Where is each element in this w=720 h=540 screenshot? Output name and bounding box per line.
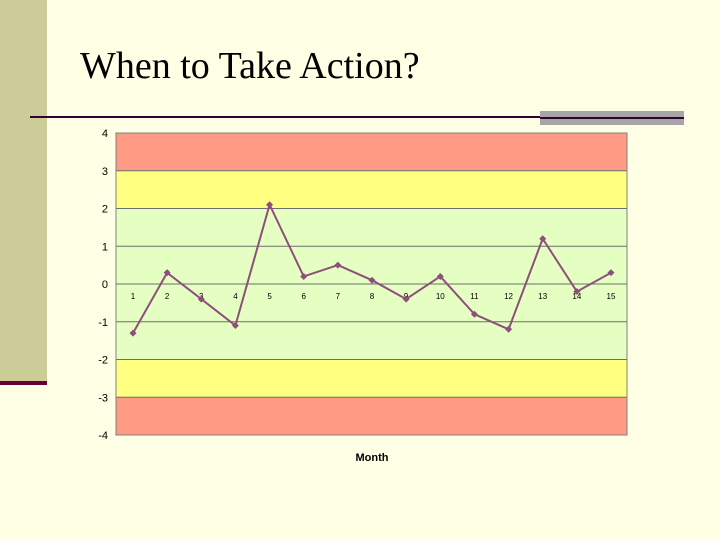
sidebar-accent-line <box>0 381 47 385</box>
x-tick-label: 14 <box>572 292 581 301</box>
data-point <box>470 310 478 318</box>
title-divider <box>30 116 540 118</box>
y-tick-label: -3 <box>98 392 108 404</box>
band-red <box>116 133 627 171</box>
data-point <box>539 235 547 243</box>
data-point <box>266 201 274 209</box>
data-point <box>231 322 239 330</box>
data-markers <box>129 201 615 337</box>
y-tick-label: 2 <box>102 204 108 216</box>
x-tick-label: 2 <box>165 292 170 301</box>
data-point <box>300 272 308 280</box>
gridlines <box>116 170 627 398</box>
sidebar-decoration <box>0 0 47 381</box>
plot-frame <box>115 132 628 436</box>
x-tick-label: 1 <box>131 292 136 301</box>
y-tick-label: -4 <box>98 430 108 442</box>
data-point <box>505 325 513 333</box>
y-tick-label: -1 <box>98 317 108 329</box>
x-tick-label: 10 <box>436 292 445 301</box>
data-point <box>368 276 376 284</box>
x-tick-label: 4 <box>233 292 238 301</box>
y-tick-label: 1 <box>102 241 108 253</box>
y-tick-label: -2 <box>98 355 108 367</box>
x-tick-label: 8 <box>370 292 375 301</box>
x-tick-label: 5 <box>267 292 272 301</box>
y-axis-ticks: 4 3 2 1 0 -1 -2 -3 -4 <box>98 128 108 442</box>
data-point <box>197 295 205 303</box>
x-tick-label: 15 <box>607 292 616 301</box>
x-axis-label: Month <box>356 452 389 464</box>
x-tick-label: 11 <box>470 292 479 301</box>
data-point <box>163 269 171 277</box>
x-tick-label: 13 <box>538 292 547 301</box>
title-divider-accent <box>540 111 684 125</box>
band-red <box>116 397 627 435</box>
band-yellow <box>116 170 627 209</box>
data-point <box>573 288 581 296</box>
x-tick-label: 7 <box>336 292 341 301</box>
zone-bands <box>116 133 627 435</box>
data-point <box>436 272 444 280</box>
data-point <box>402 295 410 303</box>
x-tick-label: 12 <box>504 292 513 301</box>
data-point <box>607 269 615 277</box>
slide-title: When to Take Action? <box>80 45 420 87</box>
y-tick-label: 4 <box>102 128 108 140</box>
band-yellow <box>116 359 627 398</box>
data-point <box>334 261 342 269</box>
x-tick-label: 6 <box>301 292 306 301</box>
y-tick-label: 3 <box>102 166 108 178</box>
data-point <box>129 329 137 337</box>
y-tick-label: 0 <box>102 279 108 291</box>
